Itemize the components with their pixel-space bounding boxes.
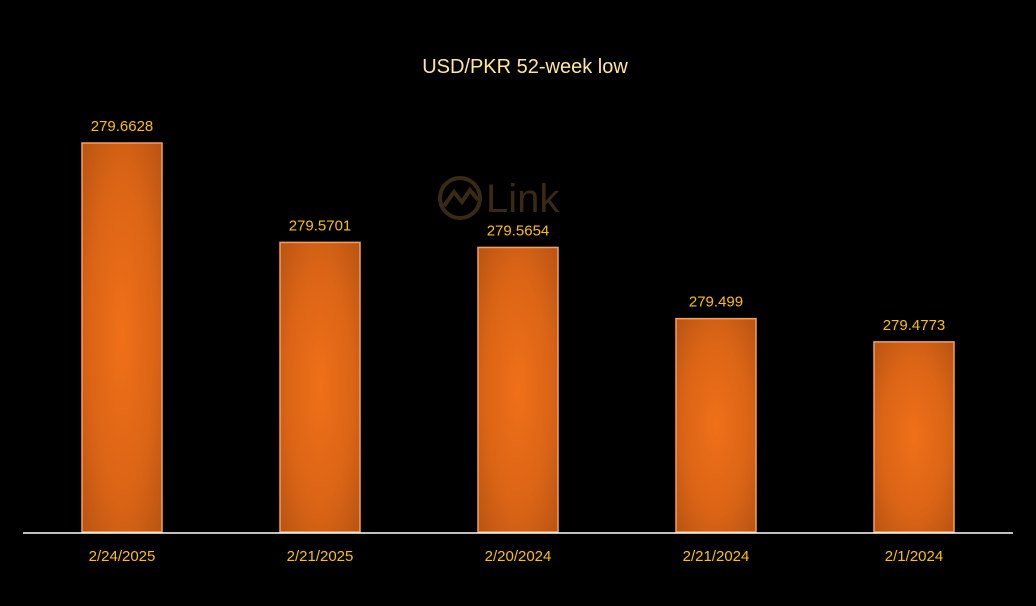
watermark-text: Link bbox=[486, 177, 560, 221]
watermark: Link bbox=[438, 176, 560, 221]
chart-circle-icon bbox=[438, 176, 482, 220]
x-tick-label-5: 2/1/2024 bbox=[885, 548, 943, 565]
bars-group bbox=[81, 142, 955, 533]
bar-1 bbox=[81, 142, 163, 533]
x-tick-label-4: 2/21/2024 bbox=[683, 548, 750, 565]
bar-2 bbox=[279, 241, 361, 533]
value-label-1: 279.6628 bbox=[91, 118, 154, 135]
x-tick-label-2: 2/21/2025 bbox=[287, 548, 354, 565]
chart-title: USD/PKR 52-week low bbox=[422, 56, 628, 78]
bar-4 bbox=[675, 317, 757, 533]
value-label-2: 279.5701 bbox=[289, 217, 352, 234]
x-tick-label-1: 2/24/2025 bbox=[89, 548, 156, 565]
value-label-5: 279.4773 bbox=[883, 317, 946, 334]
value-label-3: 279.5654 bbox=[487, 222, 550, 239]
bar-5 bbox=[873, 341, 955, 533]
bar-3 bbox=[477, 246, 559, 533]
x-tick-label-3: 2/20/2024 bbox=[485, 548, 552, 565]
value-labels-group: 279.6628 279.5701 279.5654 279.499 279.4773 bbox=[91, 118, 946, 334]
value-label-4: 279.499 bbox=[689, 294, 743, 311]
x-tick-labels-group: 2/24/2025 2/21/2025 2/20/2024 2/21/2024 2/1/… bbox=[89, 548, 944, 565]
